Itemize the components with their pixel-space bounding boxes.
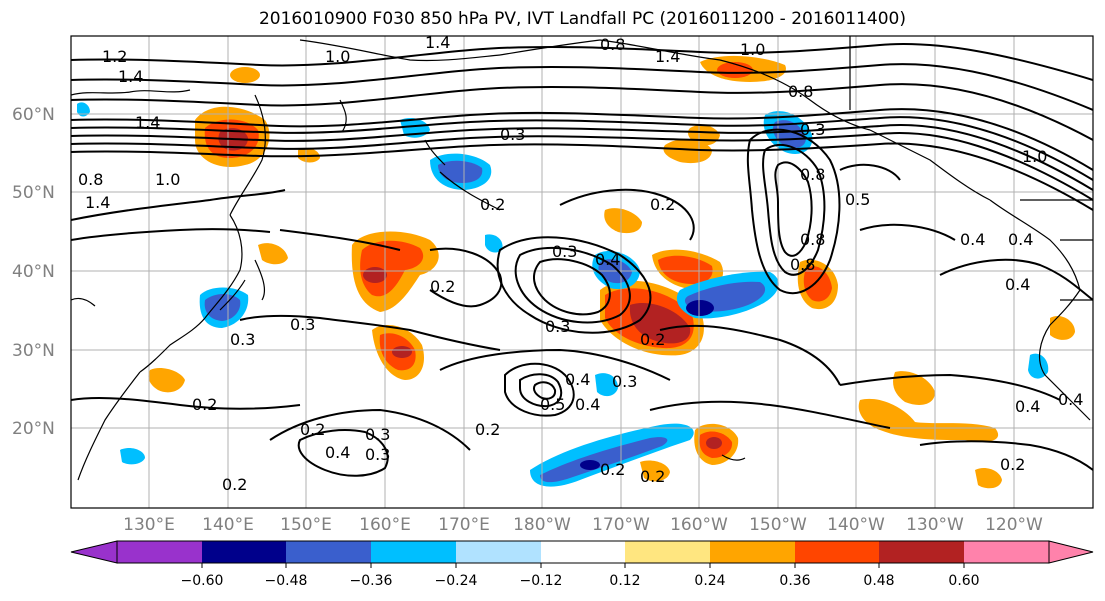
contour-label: 0.4 [595,250,620,269]
lat-label: 20°N [12,419,55,439]
lat-label: 50°N [12,183,55,203]
contour-labels: 1.2 1.4 1.4 1.4 0.8 1.0 1.4 1.0 0.8 0.3 … [78,33,1083,494]
lon-label: 120°W [985,515,1043,535]
colorbar-outline [116,540,1050,564]
lon-label: 180°W [513,515,571,535]
longitude-axis: 130°E 140°E 150°E 160°E 170°E 180°W 170°… [123,515,1043,535]
contour-label: 1.4 [425,33,450,52]
colorbar-tick: 0.24 [694,573,725,589]
colorbar-segment [879,541,964,563]
contour-label: 1.0 [740,40,765,59]
latitude-axis: 60°N 50°N 40°N 30°N 20°N [12,105,55,439]
contour-label: 0.2 [192,395,217,414]
contour-label: 0.8 [800,230,825,249]
colorbar-tick: −0.60 [181,573,224,589]
colorbar-tick: 0.60 [948,573,979,589]
contour-label: 0.3 [365,445,390,464]
colorbar-segment [795,541,879,563]
map-frame [70,35,1094,509]
contour-label: 1.4 [135,113,160,132]
colorbar-tick: −0.48 [265,573,308,589]
lon-label: 150°W [749,515,807,535]
colorbar-segment [710,541,795,563]
contour-label: 0.8 [790,255,815,274]
colorbar-segment [541,541,625,563]
lon-label: 140°E [202,515,254,535]
contour-label: 0.5 [845,190,870,209]
contour-label: 0.4 [1008,230,1033,249]
contour-label: 1.4 [85,193,110,212]
colorbar-segment [625,541,710,563]
colorbar-tick: −0.12 [520,573,563,589]
contour-label: 0.3 [800,120,825,139]
contour-label: 0.2 [1000,455,1025,474]
contour-label: 1.0 [325,47,350,66]
lon-label: 140°W [827,515,885,535]
contour-label: 0.2 [222,475,247,494]
contour-label: 1.0 [1022,147,1047,166]
lat-label: 60°N [12,105,55,125]
contour-label: 0.2 [300,420,325,439]
contour-label: 0.4 [325,443,350,462]
contour-label: 0.3 [552,242,577,261]
lon-label: 170°W [592,515,650,535]
colorbar-tick: −0.24 [435,573,478,589]
colorbar-under-arrow [70,540,118,564]
colorbar: −0.60 −0.48 −0.36 −0.24 −0.12 0.12 0.24 … [70,540,1094,589]
lon-label: 160°E [359,515,411,535]
lon-label: 160°W [670,515,728,535]
contours [71,43,1093,477]
contour-label: 0.3 [545,317,570,336]
colorbar-segment [117,541,202,563]
contour-label: 0.8 [78,170,103,189]
contour-label: 0.2 [650,195,675,214]
colorbar-segment [286,541,371,563]
contour-label: 0.2 [475,420,500,439]
lat-label: 40°N [12,262,55,282]
lon-label: 130°W [906,515,964,535]
lat-label: 30°N [12,341,55,361]
colorbar-tick: 0.36 [779,573,810,589]
contour-label: 0.8 [800,165,825,184]
contour-label: 0.2 [480,195,505,214]
colorbar-tick: −0.36 [350,573,393,589]
contour-label: 0.4 [960,230,985,249]
contour-label: 0.2 [430,277,455,296]
contour-label: 0.3 [500,125,525,144]
lon-label: 170°E [438,515,490,535]
contour-label: 0.2 [600,460,625,479]
map-title: 2016010900 F030 850 hPa PV, IVT Landfall… [258,9,906,29]
colorbar-segment [371,541,456,563]
contour-label: 1.4 [118,67,143,86]
contour-label: 0.5 [540,395,565,414]
contour-label: 0.4 [1005,275,1030,294]
colorbar-segment [456,541,541,563]
contour-label: 0.3 [365,425,390,444]
contour-label: 0.2 [640,330,665,349]
lon-label: 150°E [280,515,332,535]
colorbar-segment [202,541,286,563]
contour-label: 0.4 [1015,397,1040,416]
contour-label: 0.3 [230,330,255,349]
lon-label: 130°E [123,515,175,535]
contour-label: 0.3 [290,315,315,334]
contour-label: 1.0 [155,170,180,189]
colorbar-tick: 0.48 [863,573,894,589]
contour-label: 0.2 [640,467,665,486]
contour-label: 0.8 [600,35,625,54]
contour-label: 0.4 [1058,390,1083,409]
contour-label: 1.2 [102,47,127,66]
contour-label: 0.8 [788,82,813,101]
colorbar-over-arrow [1048,540,1094,564]
contour-label: 0.3 [612,372,637,391]
contour-label: 1.4 [655,47,680,66]
colorbar-segment [964,541,1049,563]
contour-label: 0.4 [565,370,590,389]
contour-label: 0.4 [575,395,600,414]
colorbar-tick: 0.12 [609,573,640,589]
